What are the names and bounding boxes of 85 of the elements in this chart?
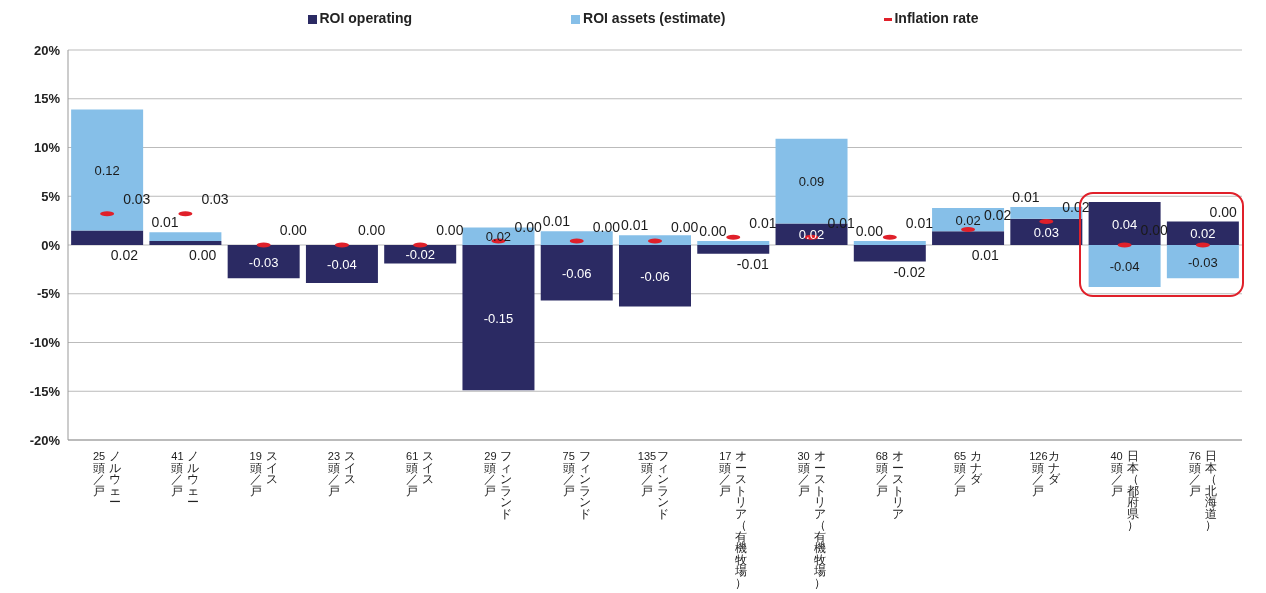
category-label: 68頭／戸オーストリア (875, 450, 904, 520)
data-label: -0.04 (327, 257, 357, 273)
category-label: 75頭／戸フィンランド (562, 450, 591, 520)
data-label: 0.12 (94, 162, 120, 178)
data-label: 0.00 (855, 223, 884, 240)
bar (227, 245, 300, 279)
bar (853, 245, 926, 262)
data-label: 0.01 (1012, 188, 1040, 205)
data-label: 0.03 (201, 191, 229, 208)
category-label: 25頭／戸ノルウェー (93, 450, 122, 508)
bar (384, 245, 457, 264)
y-tick-label: -15% (29, 383, 61, 399)
data-label: 0.00 (1209, 203, 1238, 220)
bar (697, 245, 770, 254)
bar (697, 241, 770, 245)
data-label: 0.01 (971, 247, 1000, 263)
bar (149, 241, 222, 245)
data-label: 0.01 (151, 214, 179, 231)
data-label: 0.02 (798, 227, 825, 243)
category-label: 29頭／戸フィンランド (484, 450, 513, 520)
category-label: 76頭／戸日本（北海道） (1188, 450, 1217, 531)
y-tick-label: 10% (33, 140, 61, 156)
bar (71, 230, 144, 245)
data-label: 0.02 (485, 229, 512, 245)
data-label: -0.03 (1188, 254, 1218, 270)
data-label: 0.03 (123, 191, 151, 208)
data-label: -0.02 (405, 247, 436, 263)
legend-label: ROI assets (estimate) (582, 10, 726, 26)
category-label: 30頭／戸オーストリア（有機牧場） (797, 450, 826, 589)
y-tick-label: 20% (33, 42, 61, 58)
data-label: 0.00 (514, 218, 542, 235)
data-label: 0.04 (1111, 216, 1138, 232)
bar (1166, 245, 1239, 279)
bar (1088, 245, 1161, 287)
category-label: 65頭／戸カナダ (953, 450, 983, 497)
bar (619, 235, 691, 245)
legend-label: Inflation rate (893, 10, 979, 26)
category-label: 40頭／戸日本（都府県） (1110, 450, 1139, 531)
data-label: 0.02 (955, 212, 981, 228)
y-tick-label: 0% (41, 237, 61, 253)
category-label: 19頭／戸スイス (249, 450, 278, 497)
data-label: 0.01 (749, 214, 777, 231)
bar (540, 231, 613, 245)
data-label: -0.15 (483, 310, 514, 326)
y-tick-label: -5% (36, 286, 61, 302)
data-label: 0.00 (671, 218, 699, 235)
data-label: 0.02 (1190, 226, 1216, 242)
y-tick-label: -20% (29, 432, 61, 448)
y-tick-label: 15% (33, 91, 61, 107)
data-label: 0.02 (110, 247, 139, 263)
data-label: -0.01 (736, 255, 769, 272)
category-label: 61頭／戸スイス (406, 450, 435, 497)
data-label: -0.03 (248, 254, 279, 270)
data-label: 0.00 (279, 222, 308, 239)
data-label: 0.01 (905, 214, 934, 231)
bar (462, 245, 535, 391)
category-label: 135頭／戸フィンランド (637, 450, 669, 520)
data-label: 0.01 (827, 214, 855, 231)
y-tick-label: 5% (41, 188, 61, 204)
data-label: 0.00 (436, 222, 464, 239)
data-label: 0.00 (592, 218, 621, 235)
bar (305, 245, 378, 284)
bar (149, 232, 222, 242)
category-label: 23頭／戸スイス (327, 450, 356, 497)
data-label: -0.04 (1109, 258, 1140, 274)
data-label: 0.00 (699, 223, 727, 240)
category-label: 126頭／戸カナダ (1029, 450, 1061, 497)
category-label: 17頭／戸オーストリア（有機牧場） (719, 450, 748, 589)
bar (619, 245, 691, 307)
data-label: 0.09 (798, 174, 825, 190)
legend-label: ROI operating (318, 10, 413, 26)
bar (540, 245, 613, 301)
data-label: 0.00 (357, 222, 386, 239)
data-label: -0.06 (640, 268, 670, 284)
bar (932, 231, 1005, 245)
data-label: 0.03 (1033, 224, 1059, 240)
data-label: 0.01 (621, 217, 649, 234)
data-label: 0.01 (542, 213, 571, 230)
bar (1010, 218, 1083, 245)
y-tick-label: -10% (29, 335, 61, 351)
bar (853, 241, 926, 245)
data-label: -0.06 (561, 265, 592, 281)
data-label: -0.02 (893, 263, 926, 280)
data-label: 0.00 (189, 247, 217, 263)
category-label: 41頭／戸ノルウェー (171, 450, 200, 508)
